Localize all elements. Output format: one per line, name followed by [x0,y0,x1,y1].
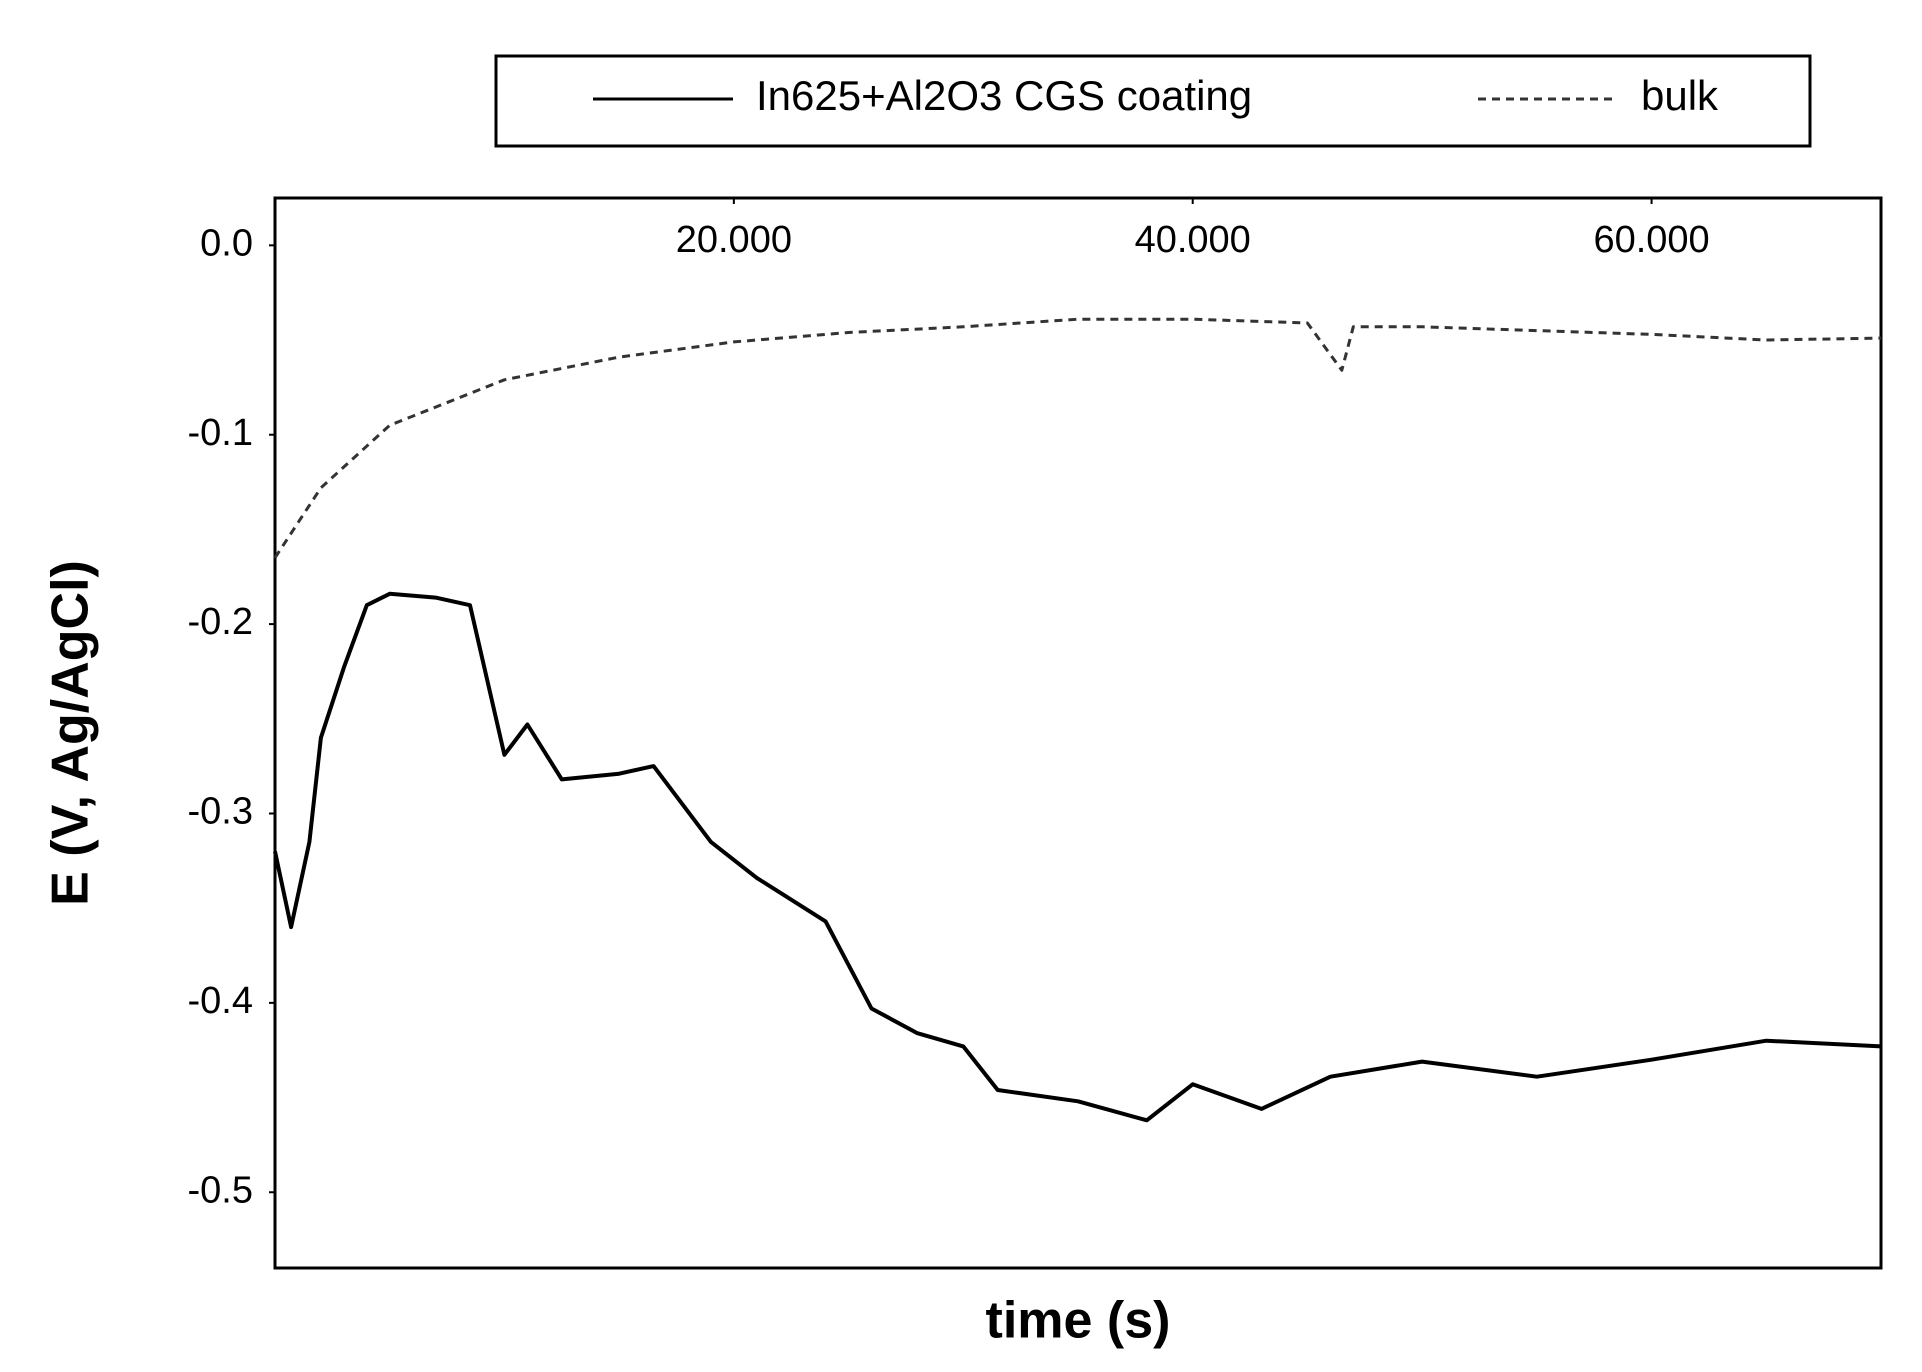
y-tick-label: -0.2 [188,601,253,643]
y-tick-label: 0.0 [200,222,253,264]
x-tick-label: 40.000 [1135,219,1251,261]
y-tick-label: -0.4 [188,980,253,1022]
y-tick-label: -0.3 [188,791,253,833]
x-axis-label: time (s) [986,1292,1171,1350]
legend-label: bulk [1641,72,1719,119]
y-tick-label: -0.5 [188,1169,253,1211]
legend-box [494,54,1812,148]
x-tick-label: 60.000 [1593,219,1709,261]
y-axis-label: E (V, Ag/AgCl) [42,560,100,906]
y-tick-label: -0.1 [188,412,253,454]
series-line [273,591,1882,1123]
series-line [273,317,1882,559]
plot-frame [273,196,1883,1270]
legend-label: In625+Al2O3 CGS coating [756,72,1252,119]
x-tick-label: 20.000 [676,219,792,261]
